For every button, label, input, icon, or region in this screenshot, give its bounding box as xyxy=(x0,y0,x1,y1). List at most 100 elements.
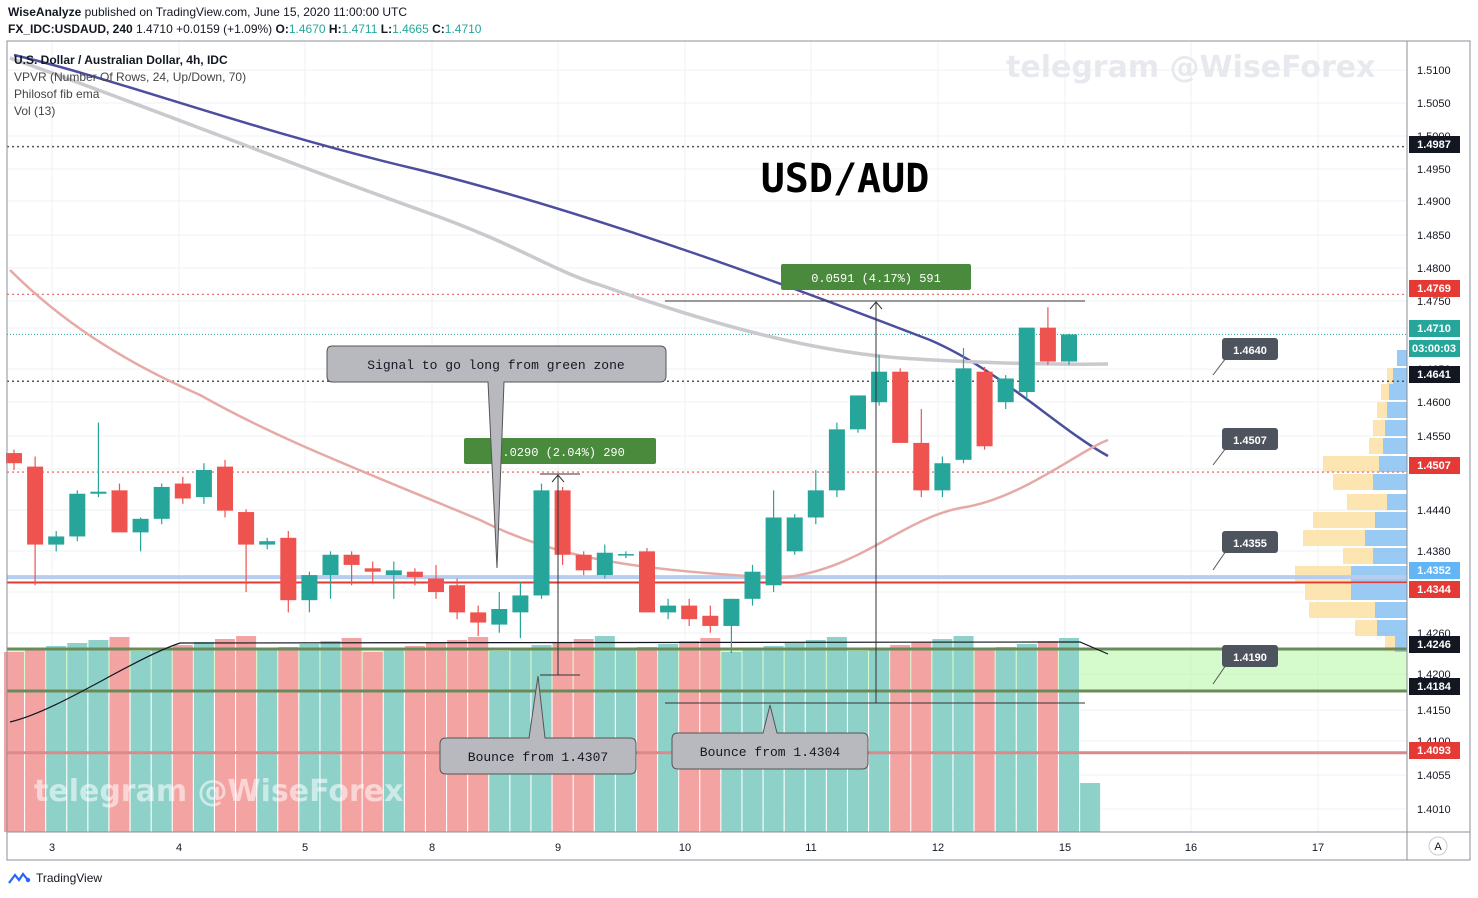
volume-bar xyxy=(341,638,362,832)
level-tag-box xyxy=(1222,645,1278,667)
candle-body xyxy=(259,541,276,545)
vpvr-up xyxy=(1365,530,1407,546)
candle-body xyxy=(406,571,423,578)
measure1-arrow xyxy=(551,474,565,483)
candle-body xyxy=(723,598,740,626)
x-tick-label: 4 xyxy=(176,842,182,854)
open-value: 1.4670 xyxy=(288,22,326,36)
level-tag-pointer xyxy=(1212,550,1227,571)
volume-bar xyxy=(130,651,151,832)
callouts: Signal to go long from green zone Bounce … xyxy=(326,345,869,775)
volume-bar xyxy=(447,640,468,832)
vpvr-up xyxy=(1383,438,1407,454)
open-label: O: xyxy=(275,22,289,36)
y-tick-label: 1.4900 xyxy=(1417,196,1451,208)
candle-body xyxy=(27,466,44,545)
candle-body xyxy=(1061,334,1077,362)
vpvr-down xyxy=(1313,512,1375,528)
vpvr-up xyxy=(1373,548,1407,564)
level-tag-pointer xyxy=(1212,664,1227,685)
symbol: FX_IDC:USDAUD, 240 xyxy=(8,22,133,36)
x-tick-label: 9 xyxy=(555,842,561,854)
volume-bar xyxy=(320,641,341,832)
vpvr-up xyxy=(1351,584,1407,600)
candle-body xyxy=(153,486,170,519)
tradingview-footer[interactable]: TradingView xyxy=(8,871,102,885)
price-badge xyxy=(1409,562,1460,579)
close-label: C: xyxy=(432,22,445,36)
price-badge-text: 1.4093 xyxy=(1417,745,1451,757)
grey-ma-line xyxy=(9,56,1109,366)
legend-vol[interactable]: Vol (13) xyxy=(14,104,55,118)
x-tick-label: 17 xyxy=(1312,842,1324,854)
volume-bar xyxy=(1016,644,1037,832)
candle-body xyxy=(660,605,677,613)
candle-body xyxy=(217,466,233,511)
candle-body xyxy=(343,554,360,565)
y-tick-label: 1.4950 xyxy=(1417,164,1451,176)
vpvr-down xyxy=(1333,474,1373,490)
auto-scale-label: A xyxy=(1434,841,1442,853)
high-label: H: xyxy=(328,22,342,36)
vpvr-up xyxy=(1397,350,1407,366)
candle-body xyxy=(617,554,634,556)
price-badges: 1.4987 1.4769 1.4710 03:00:03 1.4641 1.4507 1.… xyxy=(1409,136,1460,759)
vpvr-down xyxy=(1369,438,1383,454)
candle-body xyxy=(301,575,318,601)
volume-bar xyxy=(974,650,995,832)
bounce2-callout-text: Bounce from 1.4304 xyxy=(700,745,841,760)
tradingview-logo-icon xyxy=(8,872,31,884)
high-value: 1.4711 xyxy=(341,22,378,36)
candle-body xyxy=(786,517,803,552)
vpvr-up xyxy=(1375,602,1407,618)
volume-bar xyxy=(278,647,299,832)
low-label: L: xyxy=(380,22,393,36)
vpvr-up xyxy=(1387,402,1407,418)
volume-bar xyxy=(953,636,974,832)
measure1-label: 0.0290 (2.04%) 290 xyxy=(495,446,625,460)
y-tick-label: 1.4600 xyxy=(1417,397,1451,409)
y-tick-label: 1.4800 xyxy=(1417,263,1451,275)
candle-body xyxy=(449,585,466,613)
volume-bar xyxy=(4,652,24,832)
close-value: 1.4710 xyxy=(444,22,482,36)
publisher-name[interactable]: WiseAnalyze xyxy=(8,5,82,19)
volume-bar xyxy=(426,643,446,832)
volume-bar xyxy=(193,642,214,832)
candle-body xyxy=(892,371,909,443)
published-text: published on TradingView.com, June 15, 2… xyxy=(84,5,408,19)
signal-callout-text: Signal to go long from green zone xyxy=(367,358,624,373)
y-tick-label: 1.4380 xyxy=(1417,546,1451,558)
volume-ma-line xyxy=(9,641,1109,723)
candle-body xyxy=(48,536,65,545)
volume-bar xyxy=(637,647,657,832)
candle-body xyxy=(1039,327,1056,362)
candle-body xyxy=(69,493,86,537)
candle-body xyxy=(533,490,550,596)
price-badge-text: 1.4344 xyxy=(1417,584,1452,596)
vpvr-down xyxy=(1377,402,1387,418)
vpvr-down xyxy=(1387,368,1393,384)
volume-bar xyxy=(995,647,1016,832)
candle-body xyxy=(238,512,255,545)
vpvr-down xyxy=(1303,530,1365,546)
auto-scale-button xyxy=(1428,836,1448,856)
price-badge-text: 1.4641 xyxy=(1417,369,1451,381)
legend-fib-ema[interactable]: Philosof fib ema xyxy=(14,87,100,101)
vpvr-down xyxy=(1309,602,1375,618)
candle-body xyxy=(428,578,444,593)
x-tick-label: 10 xyxy=(679,842,691,854)
price-badge xyxy=(1409,340,1460,357)
price-badge-text: 1.4184 xyxy=(1417,681,1452,693)
candle-body xyxy=(596,552,613,576)
legend-vpvr[interactable]: VPVR (Number Of Rows, 24, Up/Down, 70) xyxy=(14,70,246,84)
vpvr-up xyxy=(1393,368,1407,384)
volume-bar xyxy=(151,648,172,832)
y-tick-label: 1.4440 xyxy=(1417,505,1451,517)
candle-body xyxy=(174,483,191,499)
candle-body xyxy=(575,554,592,571)
x-tick-label: 16 xyxy=(1185,842,1197,854)
candle-body xyxy=(765,517,782,586)
measure-tools: 0.0290 (2.04%) 290 0.0591 (4.17%) 591 xyxy=(464,264,1085,704)
